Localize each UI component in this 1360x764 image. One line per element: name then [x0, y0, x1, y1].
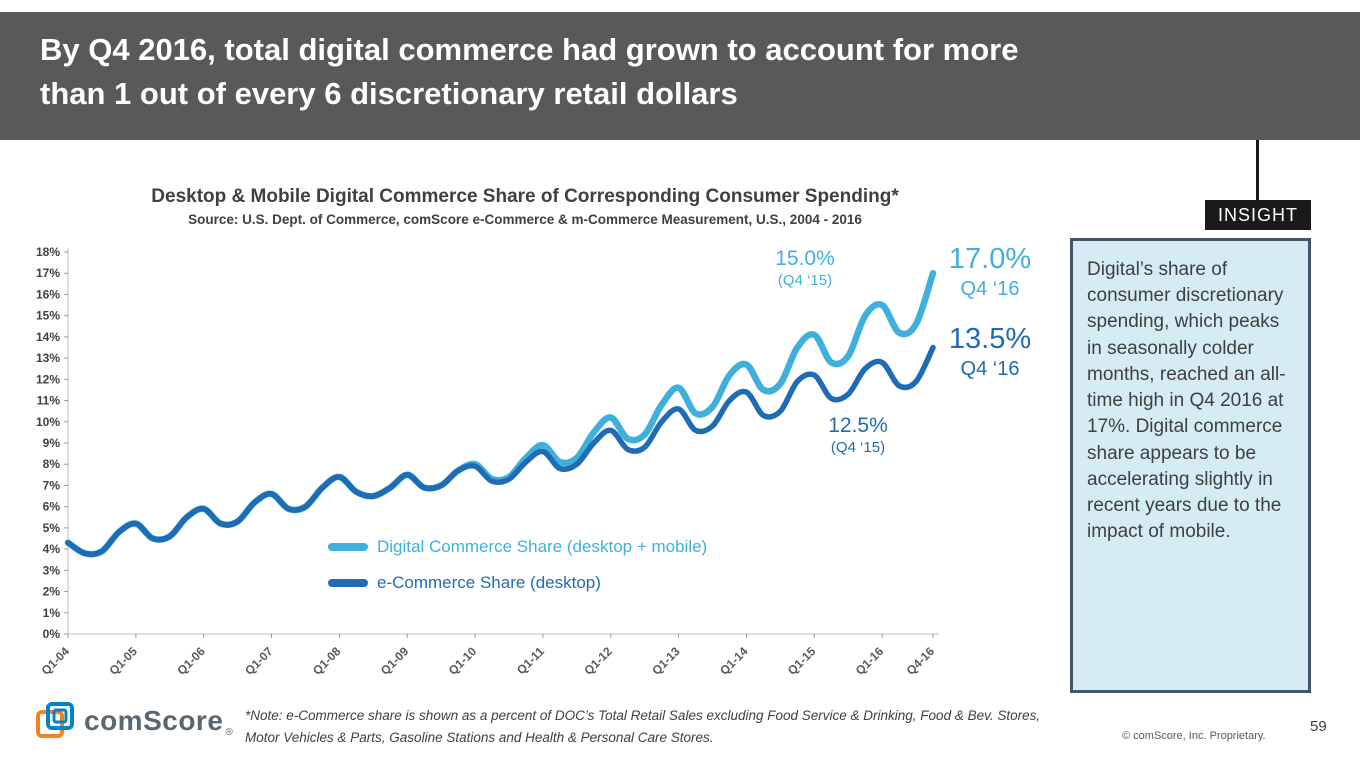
svg-text:3%: 3%	[43, 563, 61, 577]
svg-text:12%: 12%	[36, 372, 60, 386]
svg-text:Q1-09: Q1-09	[378, 644, 412, 678]
svg-text:6%: 6%	[43, 500, 61, 514]
footnote: *Note: e-Commerce share is shown as a pe…	[245, 705, 1075, 748]
svg-text:9%: 9%	[43, 436, 61, 450]
x-axis: Q1-04 Q1-05 Q1-06 Q1-07 Q1-08 Q1-09 Q1-10 Q1-11…	[39, 634, 938, 678]
annotation-value: 15.0%	[775, 247, 835, 270]
annotation-value: 13.5%	[948, 323, 1032, 355]
annotation-label: (Q4 ‘15)	[777, 272, 833, 290]
annotation-label: Q4 ‘16	[960, 278, 1020, 301]
legend-swatch-digital	[328, 543, 368, 551]
svg-text:Q1-10: Q1-10	[446, 644, 480, 678]
slide-title-line1: By Q4 2016, total digital commerce had g…	[40, 32, 1019, 67]
annotation-value: 12.5%	[828, 414, 888, 437]
annotation-ecommerce-q415: 12.5% (Q4 ‘15)	[803, 413, 913, 458]
registered-mark-icon: ®	[225, 727, 233, 738]
svg-text:Q1-16: Q1-16	[853, 644, 887, 678]
svg-text:18%: 18%	[36, 245, 60, 259]
comscore-logo: comScore ®	[34, 700, 233, 742]
svg-text:8%: 8%	[43, 457, 61, 471]
annotation-digital-q415: 15.0% (Q4 ‘15)	[750, 246, 860, 291]
comscore-logo-icon	[36, 702, 74, 738]
svg-text:Q1-14: Q1-14	[717, 644, 751, 678]
comscore-logo-text: comScore	[84, 705, 224, 736]
series-line-1	[65, 344, 936, 558]
insight-connector-line	[1256, 140, 1259, 200]
svg-text:Q4-16: Q4-16	[904, 644, 938, 678]
svg-text:14%: 14%	[36, 330, 60, 344]
svg-text:Q1-11: Q1-11	[514, 644, 547, 677]
header-banner: By Q4 2016, total digital commerce had g…	[0, 12, 1360, 140]
svg-text:Q1-13: Q1-13	[649, 644, 683, 678]
legend-label-ecommerce: e-Commerce Share (desktop)	[377, 573, 601, 592]
svg-text:4%: 4%	[43, 542, 61, 556]
svg-text:5%: 5%	[43, 521, 61, 535]
legend-swatch-ecommerce	[328, 579, 368, 587]
page-number: 59	[1310, 718, 1327, 735]
svg-text:11%: 11%	[37, 394, 61, 408]
legend-item-digital: Digital Commerce Share (desktop + mobile…	[328, 537, 707, 557]
svg-text:Q1-15: Q1-15	[785, 644, 819, 678]
svg-text:1%: 1%	[43, 606, 61, 620]
svg-text:10%: 10%	[36, 415, 60, 429]
svg-text:16%: 16%	[36, 287, 60, 301]
svg-text:13%: 13%	[36, 351, 60, 365]
svg-text:2%: 2%	[43, 585, 61, 599]
svg-text:0%: 0%	[43, 627, 61, 641]
svg-text:15%: 15%	[36, 309, 60, 323]
insight-box: Digital’s share of consumer discretionar…	[1070, 238, 1311, 693]
slide-title-line2: than 1 out of every 6 discretionary reta…	[40, 76, 738, 112]
svg-text:Q1-06: Q1-06	[174, 644, 208, 678]
annotation-label: (Q4 ‘15)	[830, 439, 886, 457]
line-chart: 0% 1% 2% 3% 4% 5% 6% 7% 8% 9% 10% 11% 12% 13% 14% 15% 16…	[36, 245, 939, 678]
copyright-text: © comScore, Inc. Proprietary.	[1122, 730, 1266, 742]
svg-text:Q1-04: Q1-04	[39, 644, 73, 678]
svg-text:7%: 7%	[43, 478, 61, 492]
footnote-line1: *Note: e-Commerce share is shown as a pe…	[245, 708, 1041, 723]
chart-area: 0% 1% 2% 3% 4% 5% 6% 7% 8% 9% 10% 11% 12% 13% 14% 15% 16…	[8, 238, 1068, 708]
annotation-value: 17.0%	[948, 243, 1032, 275]
svg-text:17%: 17%	[36, 266, 60, 280]
chart-title: Desktop & Mobile Digital Commerce Share …	[151, 186, 899, 207]
annotation-ecommerce-q416: 13.5% Q4 ‘16	[930, 321, 1050, 382]
svg-text:Q1-07: Q1-07	[242, 644, 276, 678]
legend-label-digital: Digital Commerce Share (desktop + mobile…	[377, 537, 708, 556]
annotation-label: Q4 ‘16	[960, 358, 1020, 381]
annotation-digital-q416: 17.0% Q4 ‘16	[930, 241, 1050, 302]
insight-label: INSIGHT	[1205, 200, 1311, 230]
svg-text:Q1-08: Q1-08	[310, 644, 344, 678]
axes	[67, 248, 939, 635]
svg-text:Q1-05: Q1-05	[106, 644, 140, 678]
footnote-line2: Motor Vehicles & Parts, Gasoline Station…	[245, 729, 714, 745]
y-axis: 0% 1% 2% 3% 4% 5% 6% 7% 8% 9% 10% 11% 12% 13% 14% 15% 16…	[36, 245, 68, 641]
svg-text:Q1-12: Q1-12	[581, 644, 615, 678]
chart-subtitle: Source: U.S. Dept. of Commerce, comScore…	[188, 212, 862, 227]
legend-item-ecommerce: e-Commerce Share (desktop)	[328, 573, 601, 593]
